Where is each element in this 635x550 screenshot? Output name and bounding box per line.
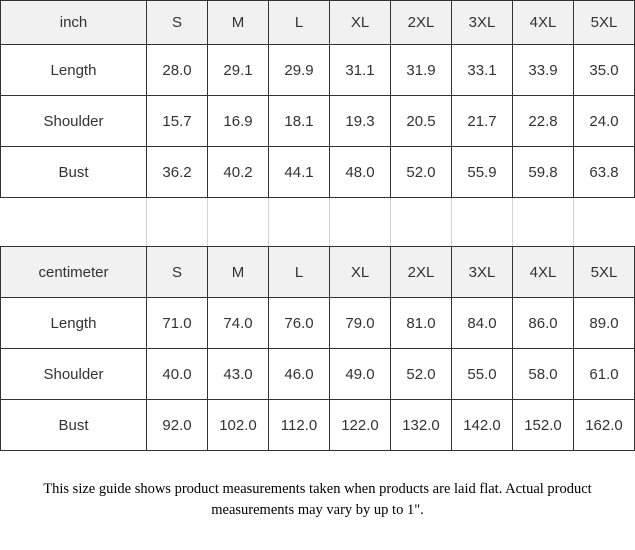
spacer-cell	[268, 197, 330, 247]
size-header-cell: M	[207, 0, 269, 45]
value-cell: 61.0	[573, 348, 635, 400]
centimeter-length-row: Length 71.0 74.0 76.0 79.0 81.0 84.0 86.…	[0, 297, 635, 349]
value-cell: 49.0	[329, 348, 391, 400]
spacer-cell	[329, 197, 391, 247]
value-cell: 152.0	[512, 399, 574, 451]
size-header-cell: S	[146, 246, 208, 298]
value-cell: 84.0	[451, 297, 513, 349]
size-header-cell: 4XL	[512, 246, 574, 298]
spacer-cell	[512, 197, 574, 247]
value-cell: 102.0	[207, 399, 269, 451]
value-cell: 76.0	[268, 297, 330, 349]
spacer-cell	[146, 197, 208, 247]
value-cell: 33.9	[512, 44, 574, 96]
value-cell: 15.7	[146, 95, 208, 147]
row-label-cell: Length	[0, 297, 147, 349]
inch-bust-row: Bust 36.2 40.2 44.1 48.0 52.0 55.9 59.8 …	[0, 146, 635, 198]
value-cell: 59.8	[512, 146, 574, 198]
value-cell: 18.1	[268, 95, 330, 147]
size-header-cell: 5XL	[573, 0, 635, 45]
value-cell: 31.9	[390, 44, 452, 96]
value-cell: 19.3	[329, 95, 391, 147]
spacer-cell	[390, 197, 452, 247]
value-cell: 52.0	[390, 146, 452, 198]
value-cell: 89.0	[573, 297, 635, 349]
value-cell: 52.0	[390, 348, 452, 400]
size-header-cell: XL	[329, 246, 391, 298]
unit-header-cell: inch	[0, 0, 147, 45]
value-cell: 28.0	[146, 44, 208, 96]
value-cell: 71.0	[146, 297, 208, 349]
inch-length-row: Length 28.0 29.1 29.9 31.1 31.9 33.1 33.…	[0, 44, 635, 96]
unit-header-cell: centimeter	[0, 246, 147, 298]
row-label-cell: Bust	[0, 146, 147, 198]
value-cell: 112.0	[268, 399, 330, 451]
inch-header-row: inch S M L XL 2XL 3XL 4XL 5XL	[0, 0, 635, 45]
size-header-cell: 2XL	[390, 246, 452, 298]
size-header-cell: 4XL	[512, 0, 574, 45]
value-cell: 46.0	[268, 348, 330, 400]
value-cell: 142.0	[451, 399, 513, 451]
value-cell: 16.9	[207, 95, 269, 147]
value-cell: 122.0	[329, 399, 391, 451]
value-cell: 24.0	[573, 95, 635, 147]
centimeter-header-row: centimeter S M L XL 2XL 3XL 4XL 5XL	[0, 246, 635, 298]
value-cell: 63.8	[573, 146, 635, 198]
value-cell: 35.0	[573, 44, 635, 96]
size-header-cell: 3XL	[451, 246, 513, 298]
size-chart-table: inch S M L XL 2XL 3XL 4XL 5XL Length 28.…	[0, 0, 635, 451]
row-label-cell: Bust	[0, 399, 147, 451]
spacer-cell	[573, 197, 635, 247]
table-spacer-row	[0, 197, 635, 247]
row-label-cell: Shoulder	[0, 348, 147, 400]
value-cell: 55.9	[451, 146, 513, 198]
value-cell: 22.8	[512, 95, 574, 147]
size-header-cell: 5XL	[573, 246, 635, 298]
value-cell: 81.0	[390, 297, 452, 349]
value-cell: 74.0	[207, 297, 269, 349]
value-cell: 29.9	[268, 44, 330, 96]
value-cell: 33.1	[451, 44, 513, 96]
value-cell: 31.1	[329, 44, 391, 96]
value-cell: 29.1	[207, 44, 269, 96]
size-header-cell: 2XL	[390, 0, 452, 45]
centimeter-bust-row: Bust 92.0 102.0 112.0 122.0 132.0 142.0 …	[0, 399, 635, 451]
spacer-cell	[0, 197, 147, 247]
inch-shoulder-row: Shoulder 15.7 16.9 18.1 19.3 20.5 21.7 2…	[0, 95, 635, 147]
value-cell: 86.0	[512, 297, 574, 349]
value-cell: 162.0	[573, 399, 635, 451]
centimeter-shoulder-row: Shoulder 40.0 43.0 46.0 49.0 52.0 55.0 5…	[0, 348, 635, 400]
value-cell: 40.0	[146, 348, 208, 400]
size-guide-footnote: This size guide shows product measuremen…	[43, 481, 592, 519]
value-cell: 44.1	[268, 146, 330, 198]
value-cell: 48.0	[329, 146, 391, 198]
value-cell: 79.0	[329, 297, 391, 349]
size-header-cell: S	[146, 0, 208, 45]
value-cell: 40.2	[207, 146, 269, 198]
row-label-cell: Shoulder	[0, 95, 147, 147]
value-cell: 132.0	[390, 399, 452, 451]
value-cell: 36.2	[146, 146, 208, 198]
size-header-cell: M	[207, 246, 269, 298]
value-cell: 58.0	[512, 348, 574, 400]
spacer-cell	[451, 197, 513, 247]
size-header-cell: L	[268, 246, 330, 298]
row-label-cell: Length	[0, 44, 147, 96]
size-header-cell: 3XL	[451, 0, 513, 45]
spacer-cell	[207, 197, 269, 247]
value-cell: 55.0	[451, 348, 513, 400]
size-header-cell: L	[268, 0, 330, 45]
value-cell: 21.7	[451, 95, 513, 147]
value-cell: 92.0	[146, 399, 208, 451]
size-header-cell: XL	[329, 0, 391, 45]
value-cell: 20.5	[390, 95, 452, 147]
value-cell: 43.0	[207, 348, 269, 400]
